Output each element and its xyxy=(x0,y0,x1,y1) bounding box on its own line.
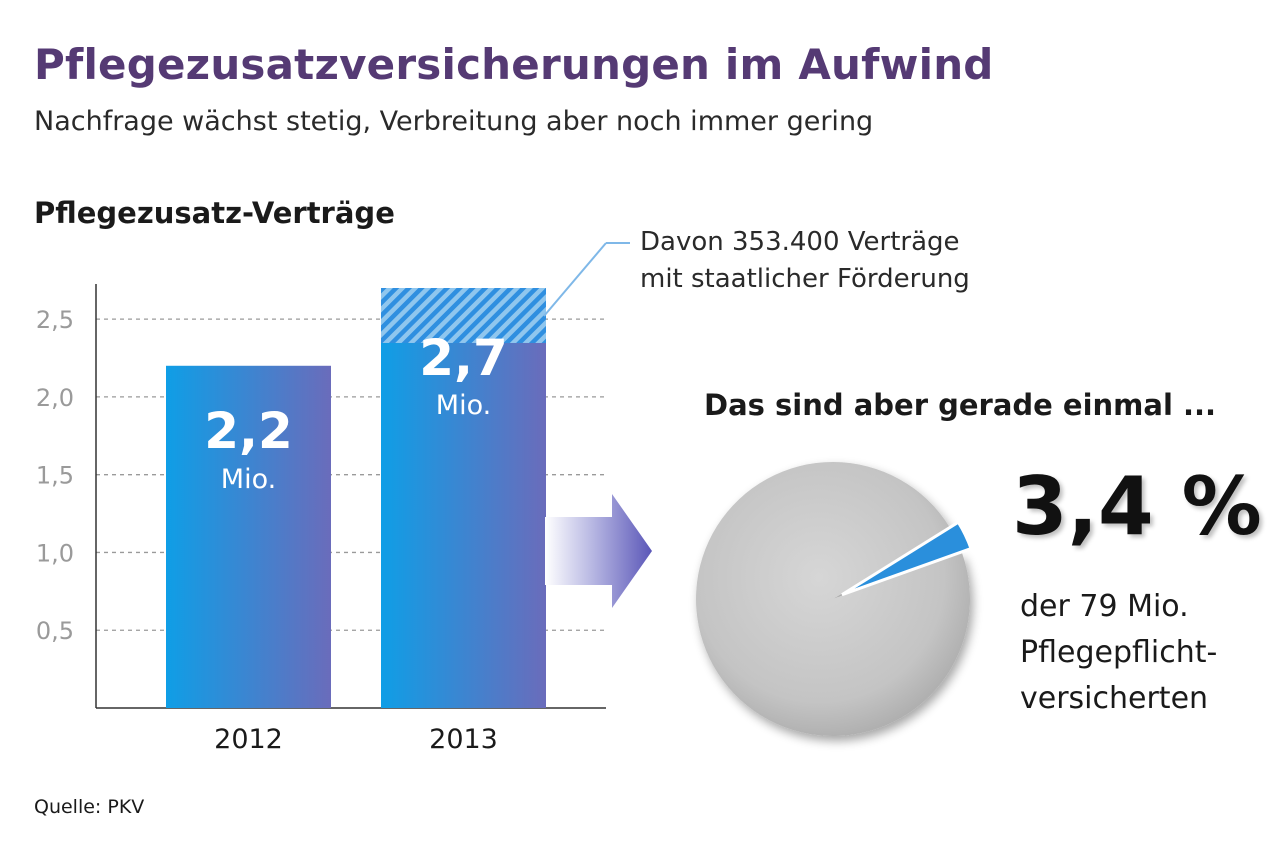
share-desc-line-2: Pflegepflicht- xyxy=(1020,635,1218,670)
subsidized-segment xyxy=(381,288,546,343)
source-note: Quelle: PKV xyxy=(34,796,145,818)
bar-value-label: 2,7 xyxy=(419,329,508,387)
bars xyxy=(166,288,546,708)
pie-slice-share xyxy=(841,520,973,597)
annotation-line-2: mit staatlicher Förderung xyxy=(640,264,970,294)
y-tick-label: 1,5 xyxy=(36,462,74,490)
bar-value-label: 2,2 xyxy=(204,402,293,460)
bar-2012 xyxy=(166,365,331,708)
pie-chart xyxy=(696,461,973,736)
x-tick-label: 2012 xyxy=(214,724,283,755)
subsidy-annotation: Davon 353.400 Verträge mit staatlicher F… xyxy=(640,224,970,298)
annotation-line-1: Davon 353.400 Verträge xyxy=(640,227,960,257)
y-tick-label: 0,5 xyxy=(36,617,74,645)
bar-chart-title: Pflegezusatz-Verträge xyxy=(34,196,395,230)
pie-slice-rest xyxy=(696,461,970,736)
page-title: Pflegezusatzversicherungen im Aufwind xyxy=(34,40,994,89)
page-subtitle: Nachfrage wächst stetig, Verbreitung abe… xyxy=(34,106,874,137)
bar-unit-label: Mio. xyxy=(436,390,491,421)
share-desc-line-1: der 79 Mio. xyxy=(1020,589,1189,624)
pie-heading: Das sind aber gerade einmal ... xyxy=(704,388,1217,422)
share-desc-line-3: versicherten xyxy=(1020,681,1209,716)
share-percent: 3,4 % xyxy=(1012,460,1262,553)
y-tick-label: 2,5 xyxy=(36,306,74,334)
right-arrow-icon xyxy=(545,494,652,608)
bar-unit-label: Mio. xyxy=(221,464,276,495)
bar-2013 xyxy=(381,288,546,708)
share-description: der 79 Mio. Pflegepflicht- versicherten xyxy=(1020,584,1217,722)
x-tick-label: 2013 xyxy=(429,724,498,755)
annotation-leader-line xyxy=(543,242,607,317)
y-tick-label: 1,0 xyxy=(36,539,74,567)
y-tick-label: 2,0 xyxy=(36,384,74,412)
